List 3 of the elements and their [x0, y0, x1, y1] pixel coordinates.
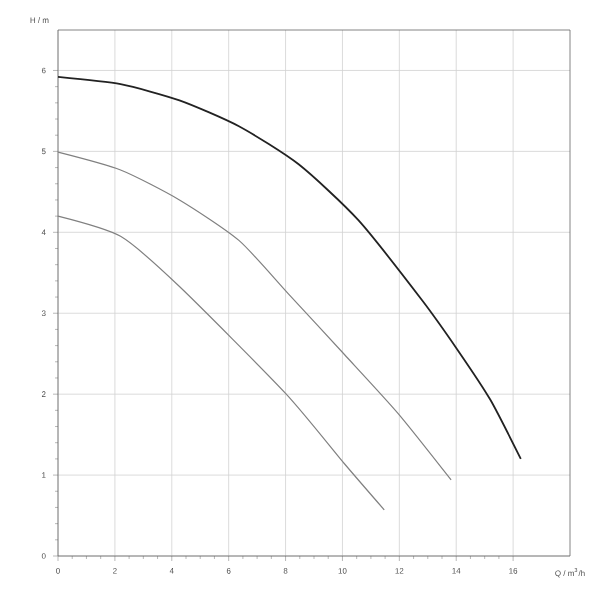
line-series	[57, 151, 452, 481]
line-series	[57, 76, 522, 460]
line-series	[57, 215, 385, 511]
